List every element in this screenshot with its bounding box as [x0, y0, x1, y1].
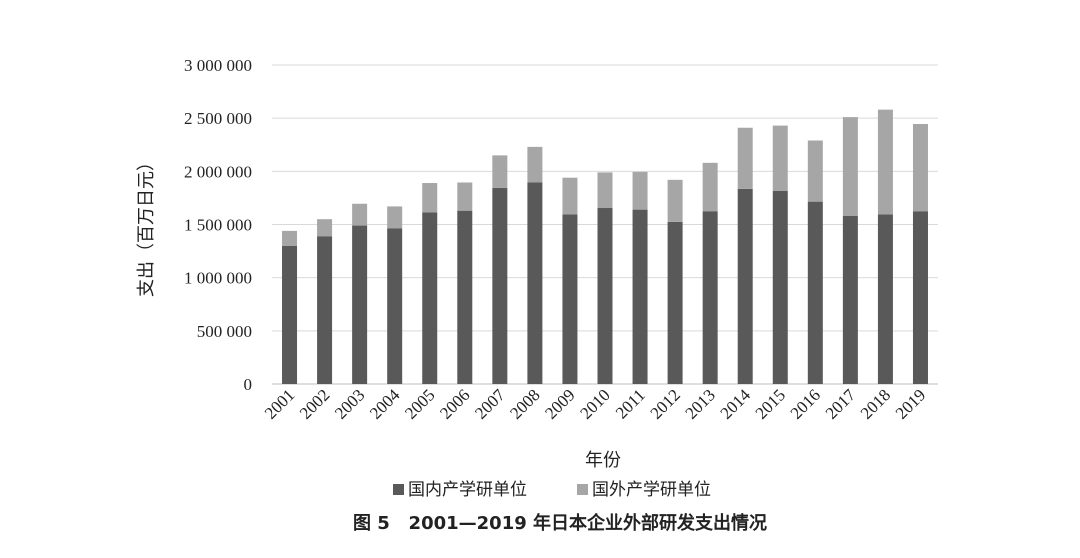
x-tick-label: 2016 [787, 385, 824, 422]
bar-domestic [632, 209, 648, 384]
legend-swatch-domestic [393, 484, 404, 495]
bar-overseas [842, 117, 858, 216]
bar-domestic [387, 228, 403, 384]
bar-overseas [457, 182, 473, 211]
x-tick-label: 2018 [857, 385, 894, 422]
bar-domestic [912, 211, 928, 384]
bar-domestic [807, 201, 823, 384]
x-tick-label: 2001 [261, 385, 298, 422]
y-axis-ticks: 0 500 000 1 000 000 1 500 000 2 000 000 2 500… [184, 56, 252, 394]
bar-overseas [527, 146, 543, 183]
bar-domestic [597, 208, 613, 384]
y-tick-label: 2 000 000 [184, 162, 252, 181]
bar-overseas [877, 109, 893, 215]
x-tick-label: 2019 [892, 385, 929, 422]
x-tick-label: 2007 [471, 385, 509, 423]
x-tick-label: 2014 [717, 385, 755, 423]
y-axis-title: 支出（百万日元） [136, 153, 157, 297]
x-axis-ticks: 2001200220032004200520062007200820092010… [261, 385, 929, 423]
bar-overseas [702, 162, 718, 212]
bar-overseas [317, 219, 333, 237]
x-tick-label: 2013 [682, 385, 719, 422]
bar-domestic [527, 182, 543, 384]
bar-overseas [632, 171, 648, 210]
x-tick-label: 2015 [752, 385, 789, 422]
bar-overseas [772, 125, 788, 192]
x-tick-label: 2009 [541, 385, 578, 422]
bar-domestic [352, 225, 368, 384]
y-tick-label: 0 [244, 375, 253, 394]
x-tick-label: 2005 [401, 385, 438, 422]
bar-domestic [492, 187, 508, 384]
bar-domestic [877, 214, 893, 384]
x-tick-label: 2011 [612, 385, 649, 422]
bar-domestic [317, 236, 333, 384]
bar-overseas [562, 177, 578, 215]
y-tick-label: 1 000 000 [184, 269, 252, 288]
bar-domestic [282, 245, 298, 384]
bar-domestic [772, 191, 788, 384]
bar-overseas [737, 127, 753, 189]
bar-domestic [702, 211, 718, 384]
x-tick-label: 2012 [646, 385, 683, 422]
bar-overseas [352, 203, 368, 226]
y-tick-label: 500 000 [197, 322, 252, 341]
bar-overseas [387, 206, 403, 229]
bars [282, 109, 928, 384]
x-tick-label: 2003 [331, 385, 368, 422]
x-tick-label: 2008 [506, 385, 543, 422]
y-tick-label: 1 500 000 [184, 216, 252, 235]
bar-overseas [807, 140, 823, 202]
y-tick-label: 2 500 000 [184, 109, 252, 128]
x-tick-label: 2004 [366, 385, 404, 423]
bar-domestic [667, 221, 683, 384]
bar-domestic [562, 214, 578, 384]
bar-overseas [597, 172, 613, 209]
bar-domestic [842, 215, 858, 384]
bar-domestic [422, 212, 438, 384]
bar-overseas [667, 179, 683, 222]
legend-swatch-overseas [577, 484, 588, 495]
x-tick-label: 2017 [822, 385, 860, 423]
y-tick-label: 3 000 000 [184, 56, 252, 75]
bar-domestic [737, 188, 753, 384]
bar-overseas [912, 124, 928, 212]
x-tick-label: 2006 [436, 385, 473, 422]
bar-overseas [282, 230, 298, 246]
x-tick-label: 2010 [576, 385, 613, 422]
x-tick-label: 2002 [296, 385, 333, 422]
legend: 国内产学研单位 国外产学研单位 [393, 480, 711, 500]
bar-domestic [457, 210, 473, 384]
bar-overseas [492, 155, 508, 188]
legend-label-overseas: 国外产学研单位 [592, 480, 711, 500]
bar-overseas [422, 183, 438, 213]
legend-label-domestic: 国内产学研单位 [408, 480, 527, 500]
x-axis-title: 年份 [585, 450, 621, 471]
figure-caption: 图 5 2001—2019 年日本企业外部研发支出情况 [353, 512, 767, 534]
